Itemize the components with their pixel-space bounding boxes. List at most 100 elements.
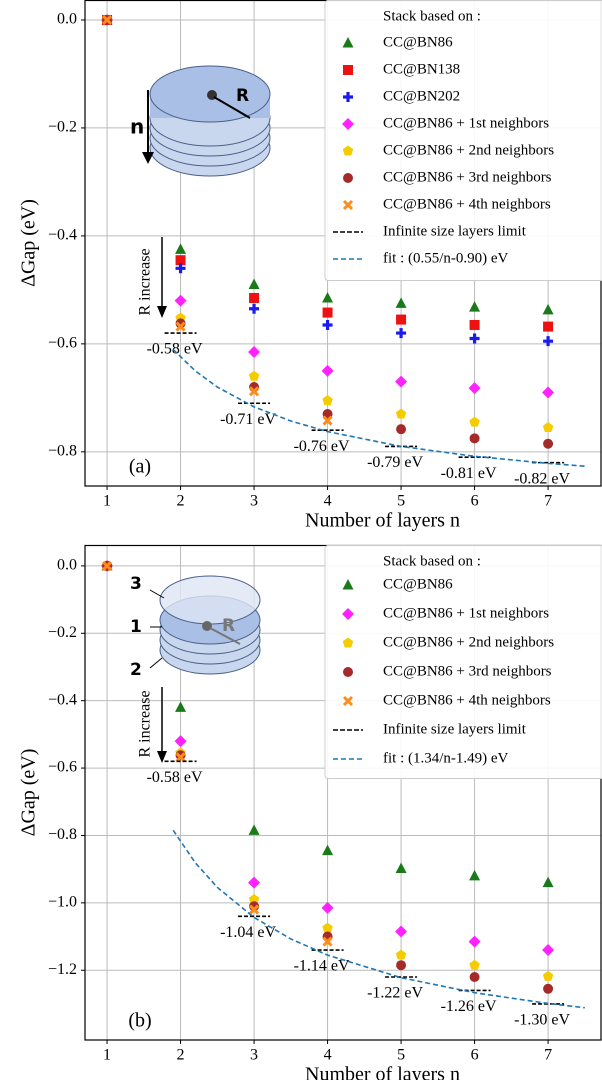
x-axis-title: Number of layers n (305, 510, 460, 532)
legend-title: Stack based on : (383, 553, 481, 569)
marker (396, 328, 407, 339)
legend-label: CC@BN86 (383, 34, 453, 50)
y-tick-label: −0.2 (48, 119, 77, 136)
marker (468, 382, 481, 395)
marker (469, 971, 480, 982)
marker (101, 14, 113, 26)
panel-label: (a) (129, 456, 151, 478)
data-label: -1.14 eV (294, 958, 350, 975)
marker (175, 263, 186, 274)
marker (469, 301, 481, 312)
marker (322, 922, 333, 933)
legend-title: Stack based on : (383, 8, 481, 24)
data-label: -0.58 eV (147, 341, 203, 358)
legend-label: CC@BN86 + 1st neighbors (383, 605, 549, 621)
x-tick-label: 6 (471, 1047, 479, 1064)
marker (469, 959, 480, 970)
marker (249, 303, 260, 314)
y-tick-label: −0.8 (48, 443, 77, 460)
data-label: -0.81 eV (441, 465, 497, 482)
data-label: -0.71 eV (220, 411, 276, 428)
fit-line (172, 348, 585, 468)
marker (321, 901, 334, 914)
x-tick-label: 1 (103, 493, 111, 510)
marker (543, 321, 554, 332)
y-tick-label: −1.2 (48, 961, 77, 978)
annotation: R (222, 616, 235, 636)
legend-swatch (342, 118, 354, 130)
legend-swatch (343, 173, 353, 183)
y-axis-title: ΔGap (eV) (18, 199, 40, 287)
legend-swatch (343, 667, 353, 677)
annotation: R (236, 86, 249, 106)
legend-swatch (343, 92, 353, 102)
data-label: -1.30 eV (514, 1012, 570, 1029)
legend-label: CC@BN138 (383, 61, 460, 77)
legend-label: CC@BN86 + 1st neighbors (383, 115, 549, 131)
y-tick-label: 0.0 (57, 11, 77, 28)
y-tick-label: −0.8 (48, 826, 77, 843)
marker (469, 416, 480, 427)
marker (248, 876, 261, 889)
marker (396, 314, 407, 325)
marker (322, 844, 334, 856)
x-tick-label: 2 (177, 493, 185, 510)
y-tick-label: −1.0 (48, 894, 77, 911)
x-tick-label: 4 (324, 493, 332, 510)
y-tick-label: −0.4 (48, 227, 77, 244)
x-tick-label: 5 (397, 1047, 405, 1064)
marker (248, 893, 260, 904)
legend-label: Infinite size layers limit (383, 721, 527, 737)
marker (322, 936, 333, 947)
data-label: -1.22 eV (367, 985, 423, 1002)
marker (395, 949, 407, 960)
marker (395, 408, 407, 419)
x-tick-label: 5 (397, 493, 405, 510)
marker (322, 415, 333, 426)
y-tick-label: −0.2 (48, 624, 77, 641)
legend-swatch (342, 579, 354, 590)
marker (468, 935, 481, 948)
marker (469, 319, 480, 330)
marker (322, 307, 333, 318)
legend-swatch (342, 695, 354, 707)
marker (395, 375, 408, 388)
annotation: 1 (130, 617, 142, 637)
marker (174, 294, 187, 307)
legend-swatch (342, 637, 354, 648)
data-label: -0.79 eV (367, 454, 423, 471)
marker (174, 735, 187, 748)
legend-label: CC@BN86 + 2nd neighbors (383, 142, 554, 158)
marker (395, 925, 408, 938)
x-tick-label: 2 (177, 1047, 185, 1064)
marker (175, 255, 186, 266)
y-tick-label: −0.4 (48, 691, 77, 708)
marker (322, 291, 334, 303)
marker (248, 345, 261, 358)
marker (248, 386, 260, 397)
y-tick-label: 0.0 (57, 557, 77, 574)
marker (248, 370, 260, 381)
marker (542, 386, 555, 399)
marker (248, 278, 260, 289)
x-tick-label: 4 (324, 1047, 332, 1064)
marker (175, 701, 187, 712)
y-axis-title: ΔGap (eV) (18, 749, 40, 837)
legend-label: fit : (1.34/n-1.49) eV (383, 750, 509, 766)
inset-stack-a (142, 65, 271, 318)
data-label: -0.76 eV (294, 438, 350, 455)
marker (248, 904, 260, 915)
x-axis-title: Number of layers n (305, 1064, 460, 1080)
marker (395, 862, 407, 873)
marker (543, 438, 554, 449)
marker (469, 433, 480, 444)
x-tick-label: 7 (544, 1047, 552, 1064)
x-tick-label: 1 (103, 1047, 111, 1064)
legend-swatch (342, 199, 354, 211)
legend-label: CC@BN86 + 4th neighbors (383, 692, 551, 708)
annotation: R increase (137, 690, 154, 757)
annotation: n (130, 115, 144, 139)
legend-swatch (343, 65, 353, 75)
data-label: -0.82 eV (514, 470, 570, 487)
